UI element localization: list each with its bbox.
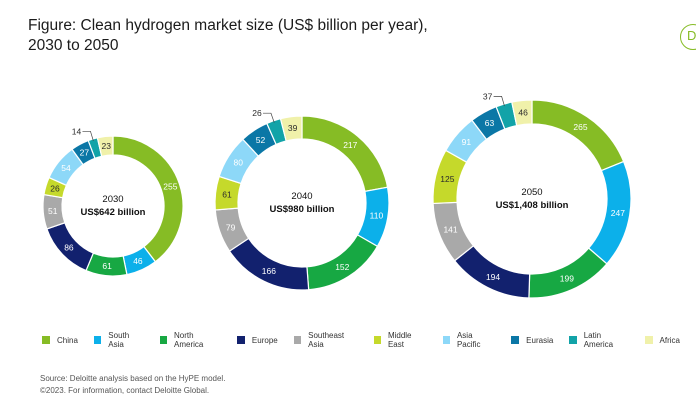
slice-value-label: 46 [133, 256, 143, 266]
slice-value-label: 39 [288, 123, 298, 133]
corner-widget-label: D [687, 28, 696, 43]
legend-item: Middle East [373, 331, 427, 349]
donut-slice [96, 135, 114, 158]
legend-label: Europe [251, 335, 278, 345]
slice-value-label: 152 [335, 262, 349, 272]
legend-swatch [236, 336, 245, 344]
slice-value-label: 51 [48, 206, 58, 216]
slice-value-label: 265 [573, 122, 587, 132]
slice-value-label: 27 [80, 148, 90, 158]
leader-line [493, 96, 505, 107]
legend-item: Latin America [569, 331, 628, 349]
slice-value-label: 26 [252, 108, 262, 118]
legend-item: North America [159, 331, 221, 349]
legend-item: China [42, 336, 78, 345]
leader-line [82, 130, 94, 142]
slice-value-label: 37 [483, 91, 493, 101]
chart-legend: China South Asia North America Europe Southe… [42, 331, 696, 349]
slice-value-label: 86 [64, 242, 74, 252]
legend-swatch [511, 336, 520, 344]
center-year-label: 2050 [521, 187, 542, 198]
legend-item: Southeast Asia [293, 331, 358, 349]
donut-slice [511, 99, 533, 127]
slice-value-label: 91 [462, 137, 472, 147]
slice-value-label: 255 [163, 182, 177, 192]
legend-label: Latin America [583, 331, 614, 349]
center-total-label: US$1,408 billion [496, 200, 569, 211]
legend-label: China [57, 335, 78, 345]
legend-item: Eurasia [511, 336, 553, 345]
legend-label: Southeast Asia [308, 331, 345, 349]
slice-value-label: 166 [262, 266, 276, 276]
legend-swatch [293, 336, 302, 344]
slice-value-label: 61 [222, 189, 232, 199]
source-line: Source: Deloitte analysis based on the H… [40, 374, 226, 383]
legend-label: Middle East [387, 331, 412, 349]
donut-slice [279, 115, 303, 142]
center-total-label: US$980 billion [270, 204, 335, 215]
legend-item: Europe [236, 335, 278, 345]
chart-title: Figure: Clean hydrogen market size (US$ … [28, 17, 428, 54]
center-total-label: US$642 billion [81, 207, 146, 218]
legend-label: Africa [659, 335, 680, 345]
slice-value-label: 63 [485, 118, 495, 128]
slice-value-label: 141 [443, 225, 457, 235]
legend-label: Asia Pacific [456, 331, 481, 349]
legend-label: Eurasia [526, 335, 554, 345]
slice-value-label: 46 [518, 107, 528, 117]
copyright-line: ©2023. For information, contact Deloitte… [40, 386, 210, 395]
legend-label: North America [174, 331, 204, 349]
donut-slice [228, 237, 310, 291]
legend-item: South Asia [93, 331, 144, 349]
legend-label: South Asia [108, 331, 130, 349]
legend-item: Africa [644, 335, 680, 345]
slice-value-label: 80 [234, 157, 244, 167]
legend-swatch [373, 336, 381, 344]
slice-value-label: 52 [256, 135, 266, 145]
leader-line [262, 112, 275, 123]
chart-area: 255 46 61 86 51 26 54 27 14 23 2030 US$642 billion 2… [42, 91, 632, 299]
center-year-label: 2040 [291, 191, 312, 202]
legend-swatch [644, 336, 653, 344]
slice-value-label: 110 [370, 211, 384, 221]
slice-value-label: 79 [226, 223, 236, 233]
slice-value-label: 194 [486, 272, 500, 282]
donut-slice [531, 99, 625, 172]
center-year-label: 2030 [102, 194, 123, 205]
legend-swatch [442, 336, 450, 344]
legend-swatch [93, 336, 102, 344]
slice-value-label: 247 [611, 208, 625, 218]
slice-value-label: 23 [101, 141, 111, 151]
slice-value-label: 199 [560, 274, 574, 284]
legend-item: Asia Pacific [442, 331, 496, 349]
legend-swatch [159, 336, 168, 344]
source-note: Source: Deloitte analysis based on the H… [40, 373, 225, 397]
slice-value-label: 217 [343, 140, 357, 150]
slice-value-label: 14 [72, 126, 82, 136]
legend-swatch [42, 336, 50, 344]
legend-swatch [569, 336, 577, 344]
slice-value-label: 61 [102, 261, 112, 271]
slice-value-label: 54 [61, 163, 71, 173]
donut-slice [301, 115, 389, 193]
slice-value-label: 125 [440, 174, 454, 184]
slice-value-label: 26 [50, 184, 60, 194]
